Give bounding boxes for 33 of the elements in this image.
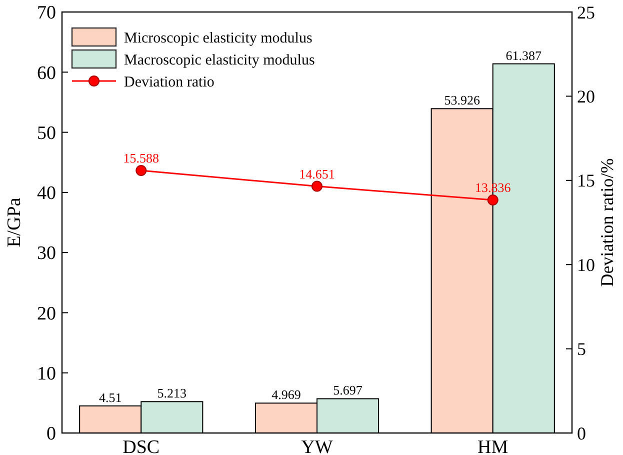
y-tick-label: 50 [37,122,56,144]
y-tick-label: 70 [37,2,56,24]
y-tick-label: 60 [37,62,56,84]
y2-tick-label: 5 [577,339,586,360]
x-tick-label: DSC [122,437,160,455]
y-axis-title: E/GPa [4,197,25,248]
y2-tick-label: 15 [577,170,595,191]
y-tick-label: 0 [46,424,56,445]
x-tick-label: HM [478,437,508,455]
y-tick-label: 40 [37,183,56,204]
data-label: 61.387 [506,48,542,63]
y2-tick-label: 20 [577,86,595,106]
data-label: 4.969 [272,387,301,402]
data-label: 14.651 [299,166,335,182]
y2-tick-label: 10 [577,254,595,275]
legend-label: Deviation ratio [124,74,214,90]
data-label: 53.926 [444,92,480,108]
point [312,180,322,192]
y-tick-label: 20 [37,303,56,324]
y-tick-label: 10 [37,364,56,385]
point [136,165,147,176]
legend-label: Macroscopic elasticity modulus [124,52,315,68]
y2-tick-label: 0 [577,423,586,444]
y2-tick-label: 25 [577,2,595,22]
y-tick-label: 30 [37,243,56,264]
point [487,194,498,206]
data-label: 5.697 [333,382,363,398]
y2-axis-title: Deviation ratio/% [597,158,617,287]
data-label: 15.588 [123,150,160,166]
data-label: 5.213 [157,386,187,401]
data-label: 4.51 [98,390,122,405]
legend-label: Microscopic elasticity modulus [124,30,312,46]
x-tick-label: YW [301,437,333,455]
